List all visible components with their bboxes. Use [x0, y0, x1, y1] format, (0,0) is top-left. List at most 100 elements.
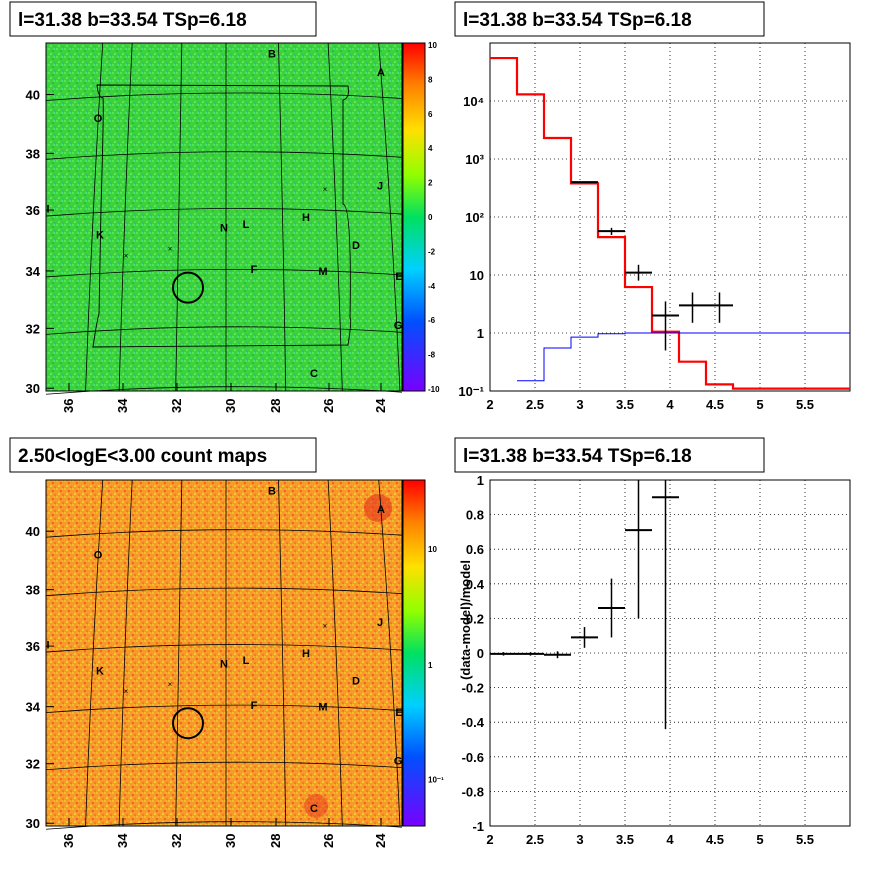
x-tick-label: 30: [223, 399, 238, 413]
y-tick-label: -0.4: [462, 715, 485, 730]
source-label-m: M: [318, 702, 327, 714]
parallel-line: [45, 208, 403, 217]
y-tick-label: 40: [26, 88, 40, 103]
panel4-title-box: [454, 437, 765, 473]
scale-label: -8: [428, 351, 436, 360]
y-tick-label: 10: [470, 268, 484, 283]
y-tick-label: 34: [26, 700, 41, 715]
panel1-title-box: [9, 1, 317, 37]
y-tick-label: 1: [477, 326, 484, 341]
x-tick-label: 2: [486, 397, 493, 412]
y-tick-label: 32: [26, 757, 40, 772]
x-tick-label: 4: [666, 832, 674, 847]
residual-color-scale: [402, 42, 426, 392]
panel-residual-map: l=31.38 b=33.54 TSp=6.18 36 34 32 30 28 26 243…: [9, 1, 440, 413]
source-label-a: A: [377, 504, 385, 516]
meridian-line: [175, 42, 183, 392]
source-label-n: N: [220, 222, 228, 234]
source-label-e: E: [395, 271, 402, 283]
panel1-title: l=31.38 b=33.54 TSp=6.18: [18, 10, 247, 31]
x-tick-label: 2.5: [526, 397, 544, 412]
parallel-line: [45, 587, 403, 597]
source-label-k: K: [96, 229, 104, 241]
source-marker: ×: [323, 621, 328, 630]
scale-label: 10: [428, 41, 437, 50]
y-tick-label: -1: [472, 819, 484, 834]
x-tick-label: 36: [61, 834, 76, 848]
source-label-g: G: [394, 755, 403, 767]
y-tick-label: -0.6: [462, 750, 484, 765]
meridian-line: [85, 42, 104, 392]
source-marker: ×: [124, 251, 129, 260]
source-marker: ×: [168, 680, 173, 689]
x-tick-label: 5: [756, 832, 763, 847]
parallel-line: [45, 529, 403, 538]
y-tick-label: 36: [26, 639, 40, 654]
target-circle: [172, 271, 204, 304]
scale-label: 10⁻¹: [428, 775, 444, 784]
panel-residual: l=31.38 b=33.54 TSp=6.18 2 2.5 3 3.5 4 4.5 5 5.…: [454, 437, 851, 847]
y-tick-label: 38: [26, 146, 40, 161]
source-label-h: H: [302, 648, 310, 660]
y-tick-label: 10⁴: [463, 94, 484, 109]
parallel-line: [45, 326, 403, 335]
x-tick-label: 34: [115, 833, 130, 848]
source-label-h: H: [302, 212, 310, 224]
y-tick-label: -0.8: [462, 784, 484, 799]
y-tick-label: 1: [477, 473, 484, 488]
y-tick-label: 30: [26, 381, 40, 396]
source-label-j: J: [377, 617, 383, 629]
x-tick-label: 2.5: [526, 832, 544, 847]
y-tick-label: 32: [26, 321, 40, 336]
x-tick-label: 26: [321, 834, 336, 848]
source-label-m: M: [318, 266, 327, 278]
parallel-line: [45, 821, 403, 830]
source-marker: ×: [124, 687, 129, 696]
x-tick-label: 28: [268, 399, 283, 413]
source-c-hotspot: [304, 794, 328, 818]
scale-label: -4: [428, 282, 436, 291]
parallel-line: [45, 761, 403, 771]
scale-label: -2: [428, 247, 436, 256]
scale-label: 4: [428, 144, 433, 153]
x-tick-label: 3: [576, 397, 583, 412]
panel-count-map: 2.50<logE<3.00 count maps 36 34 32 30 28 26 24…: [9, 437, 444, 848]
y-tick-label: 0: [477, 646, 484, 661]
meridian-line: [175, 479, 183, 827]
source-label-e: E: [395, 707, 402, 719]
meridian-line: [85, 479, 104, 827]
panel4-title: l=31.38 b=33.54 TSp=6.18: [463, 446, 692, 467]
count-map-image: [45, 479, 403, 827]
y-tick-label: 38: [26, 583, 40, 598]
source-label-b: B: [268, 48, 276, 60]
panel-spectrum: l=31.38 b=33.54 TSp=6.18 2 2.5 3 3.5 4 4.5 5 5.…: [454, 1, 851, 412]
y-tick-label: 36: [26, 203, 40, 218]
x-tick-label: 24: [373, 833, 388, 848]
scale-label: -10: [428, 385, 440, 394]
source-label-b: B: [268, 485, 276, 497]
y-axis-label: (data-model)/model: [458, 560, 473, 680]
x-tick-label: 3.5: [616, 397, 634, 412]
source-label-g: G: [394, 320, 403, 332]
meridian-line: [378, 42, 401, 392]
panel2-title-box: [454, 1, 765, 37]
parallel-line: [45, 92, 403, 101]
source-label-n: N: [220, 658, 228, 670]
source-marker: ×: [168, 244, 173, 253]
x-tick-label: 4.5: [706, 832, 724, 847]
x-tick-label: 32: [169, 399, 184, 413]
source-label-j: J: [377, 181, 383, 193]
source-label-f: F: [251, 700, 258, 712]
y-tick-label: 0.8: [466, 508, 484, 523]
x-tick-label: 5.5: [796, 397, 814, 412]
scale-label: 2: [428, 179, 433, 188]
parallel-line: [45, 151, 403, 160]
x-tick-label: 24: [373, 398, 388, 413]
parallel-line: [45, 269, 403, 278]
source-label-o: O: [94, 113, 103, 125]
y-tick-label: 0.2: [466, 611, 484, 626]
x-tick-label: 3: [576, 832, 583, 847]
x-tick-label: 30: [223, 834, 238, 848]
scale-label: 8: [428, 75, 433, 84]
